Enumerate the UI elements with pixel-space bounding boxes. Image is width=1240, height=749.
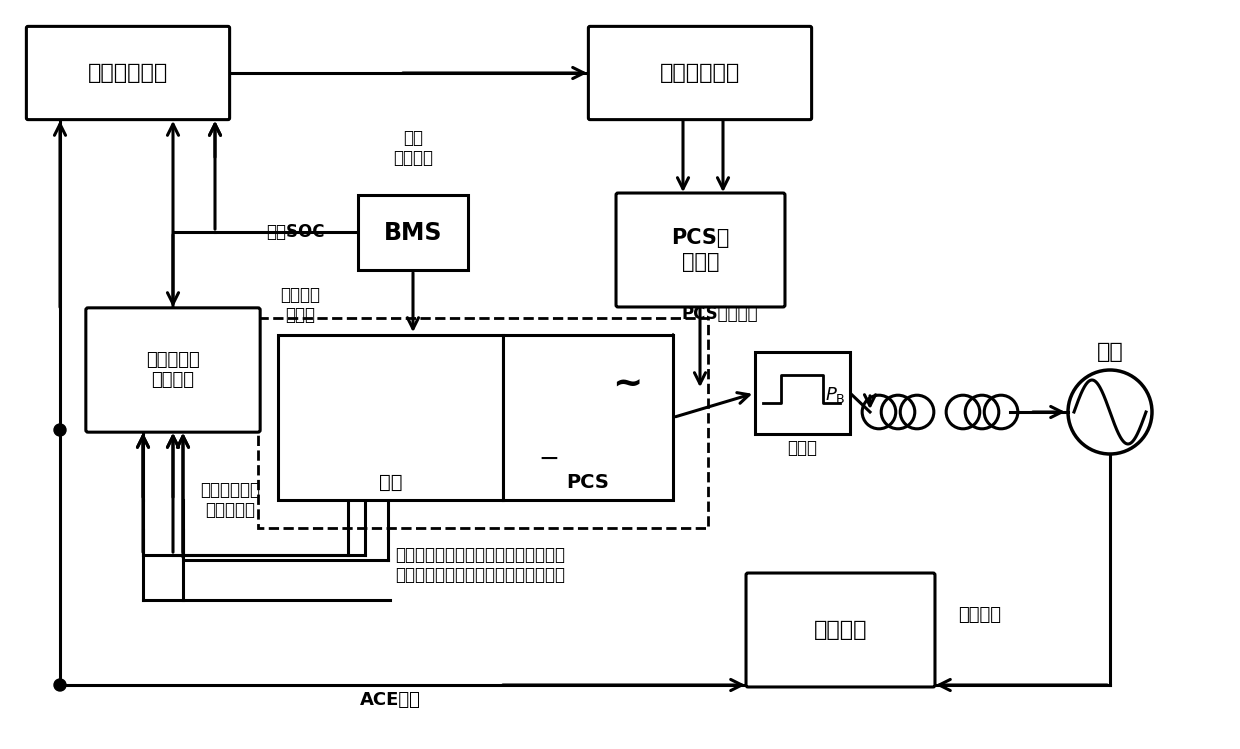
Bar bbox=[258, 318, 708, 528]
Text: 功率限制模块: 功率限制模块 bbox=[660, 63, 740, 83]
Text: 数据存储与
管理模块: 数据存储与 管理模块 bbox=[146, 351, 200, 389]
Circle shape bbox=[55, 424, 66, 436]
Text: 信息采集: 信息采集 bbox=[959, 606, 1002, 624]
Text: 电池: 电池 bbox=[378, 473, 402, 491]
Text: ACE信号: ACE信号 bbox=[360, 691, 420, 709]
Bar bbox=[358, 195, 467, 270]
Bar bbox=[755, 352, 849, 434]
Text: $P_{\mathrm{B}}$: $P_{\mathrm{B}}$ bbox=[825, 385, 846, 405]
FancyBboxPatch shape bbox=[746, 573, 935, 687]
Bar bbox=[503, 335, 673, 500]
FancyBboxPatch shape bbox=[616, 193, 785, 307]
Text: 调控中心: 调控中心 bbox=[813, 620, 867, 640]
Text: 区域电网爬坡容量数据、传统调频电源
参与电网二次调频的实际调频出力数据: 区域电网爬坡容量数据、传统调频电源 参与电网二次调频的实际调频出力数据 bbox=[396, 545, 565, 584]
Text: 充放电状态和
实时功率值: 充放电状态和 实时功率值 bbox=[200, 481, 260, 519]
Text: −: − bbox=[538, 446, 559, 471]
Text: PCS控制指令: PCS控制指令 bbox=[682, 305, 759, 323]
Text: PCS控
制模块: PCS控 制模块 bbox=[671, 228, 729, 272]
Text: 实时监测
与控制: 实时监测 与控制 bbox=[280, 285, 320, 324]
Text: 电网: 电网 bbox=[1096, 342, 1123, 362]
Text: 电池
管理单元: 电池 管理单元 bbox=[393, 129, 433, 167]
FancyBboxPatch shape bbox=[86, 308, 260, 432]
FancyBboxPatch shape bbox=[26, 26, 229, 120]
FancyBboxPatch shape bbox=[588, 26, 812, 120]
Text: 协调控制模块: 协调控制模块 bbox=[88, 63, 169, 83]
Text: 断路器: 断路器 bbox=[787, 439, 817, 457]
Text: PCS: PCS bbox=[567, 473, 609, 491]
Text: ~: ~ bbox=[611, 368, 642, 401]
Text: BMS: BMS bbox=[383, 220, 443, 244]
Circle shape bbox=[55, 679, 66, 691]
Bar bbox=[278, 335, 503, 500]
Text: 电池SOC: 电池SOC bbox=[265, 223, 324, 241]
